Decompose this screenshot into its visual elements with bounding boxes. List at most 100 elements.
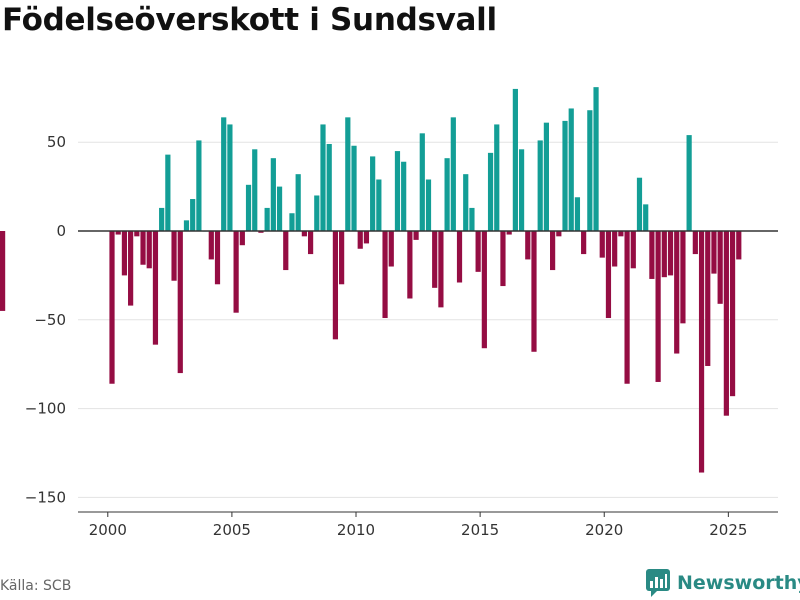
bar-65 xyxy=(512,88,518,231)
bar-81 xyxy=(612,231,618,267)
bar-67 xyxy=(525,231,531,260)
bar-37 xyxy=(339,231,345,285)
bar-23 xyxy=(252,149,258,231)
bar-100 xyxy=(729,231,736,397)
bar-58 xyxy=(469,207,475,231)
bar-25 xyxy=(264,207,270,231)
y-tick-label-0: −150 xyxy=(25,488,66,506)
bar-82 xyxy=(618,231,624,237)
bar-11 xyxy=(177,231,183,374)
bar-24 xyxy=(258,231,264,233)
bar-54 xyxy=(444,158,450,231)
bar-6 xyxy=(146,231,152,269)
bar-3 xyxy=(128,231,134,306)
bar-101 xyxy=(736,231,742,260)
x-tick-label-5: 2025 xyxy=(709,521,747,539)
bar-39 xyxy=(351,145,357,231)
bar-34 xyxy=(320,124,326,231)
bar-42 xyxy=(370,156,376,231)
bar-0 xyxy=(109,231,115,384)
bar-26 xyxy=(270,158,276,231)
bar-10 xyxy=(171,231,177,281)
chart-bubble-icon xyxy=(646,569,670,597)
bar-80 xyxy=(605,231,612,319)
bar-87 xyxy=(649,231,655,279)
bar-76 xyxy=(581,231,587,255)
gridlines xyxy=(78,141,778,498)
bar-74 xyxy=(568,108,574,231)
x-tick-label-0: 2000 xyxy=(89,521,127,539)
y-tick-label-4: 50 xyxy=(47,133,66,151)
bar-97 xyxy=(711,231,717,274)
bar-47 xyxy=(401,161,407,231)
bar-48 xyxy=(407,231,413,299)
bar-73 xyxy=(562,120,568,231)
bar-27 xyxy=(276,186,283,231)
bar-13 xyxy=(190,199,196,231)
bar-28 xyxy=(283,231,289,271)
brand-name: Newsworthy xyxy=(677,572,800,594)
bar-45 xyxy=(388,231,394,267)
x-tick-label-4: 2020 xyxy=(585,521,623,539)
bar-8 xyxy=(159,207,165,231)
bar-20 xyxy=(233,231,239,313)
bar-64 xyxy=(506,231,512,235)
bar-46 xyxy=(394,151,401,231)
bar-51 xyxy=(425,179,432,231)
bar-72 xyxy=(556,231,562,237)
bar-62 xyxy=(494,124,500,231)
bar-50 xyxy=(419,133,425,231)
newsworthy-logo[interactable]: Newsworthy xyxy=(645,568,800,598)
bar-series xyxy=(0,87,742,473)
bar-102 xyxy=(0,231,6,311)
bar-95 xyxy=(698,231,705,473)
bar-83 xyxy=(624,231,630,384)
bar-32 xyxy=(307,231,314,255)
bar-85 xyxy=(636,177,643,231)
bar-2 xyxy=(121,231,128,276)
bar-33 xyxy=(314,195,320,231)
bar-43 xyxy=(376,179,382,231)
bar-70 xyxy=(543,122,549,231)
bar-59 xyxy=(475,231,481,272)
bar-49 xyxy=(413,231,419,240)
bar-63 xyxy=(500,231,506,287)
bar-9 xyxy=(165,154,171,231)
bar-7 xyxy=(152,231,159,345)
chart-title: Födelseöverskott i Sundsvall xyxy=(2,2,497,38)
bar-79 xyxy=(599,231,605,258)
bar-35 xyxy=(326,143,332,231)
bar-19 xyxy=(227,124,233,231)
bar-90 xyxy=(667,231,674,276)
source-note: Källa: SCB xyxy=(0,578,72,594)
bar-5 xyxy=(140,231,146,265)
bar-93 xyxy=(686,135,692,231)
x-axis-ticks: 2000 2005 2010 2015 2020 2025 xyxy=(78,511,778,539)
bar-78 xyxy=(593,87,599,231)
bar-55 xyxy=(450,117,456,231)
bar-41 xyxy=(363,231,370,244)
bar-77 xyxy=(587,110,593,231)
bar-52 xyxy=(432,231,438,288)
x-tick-label-2: 2010 xyxy=(337,521,375,539)
bar-40 xyxy=(357,231,363,249)
bar-89 xyxy=(661,231,667,278)
bar-88 xyxy=(655,231,661,382)
bar-14 xyxy=(196,140,202,231)
bar-99 xyxy=(723,231,729,416)
bar-71 xyxy=(550,231,556,271)
bar-91 xyxy=(674,231,680,354)
bar-44 xyxy=(382,231,388,319)
y-tick-label-3: 0 xyxy=(56,222,66,240)
bar-96 xyxy=(705,231,711,366)
bar-98 xyxy=(717,231,723,304)
bar-56 xyxy=(456,231,463,283)
bar-69 xyxy=(537,140,543,231)
bar-86 xyxy=(643,204,649,231)
bar-4 xyxy=(134,231,140,237)
bar-84 xyxy=(630,231,636,269)
bar-60 xyxy=(481,231,487,349)
x-tick-label-1: 2005 xyxy=(213,521,251,539)
bar-22 xyxy=(245,184,252,231)
